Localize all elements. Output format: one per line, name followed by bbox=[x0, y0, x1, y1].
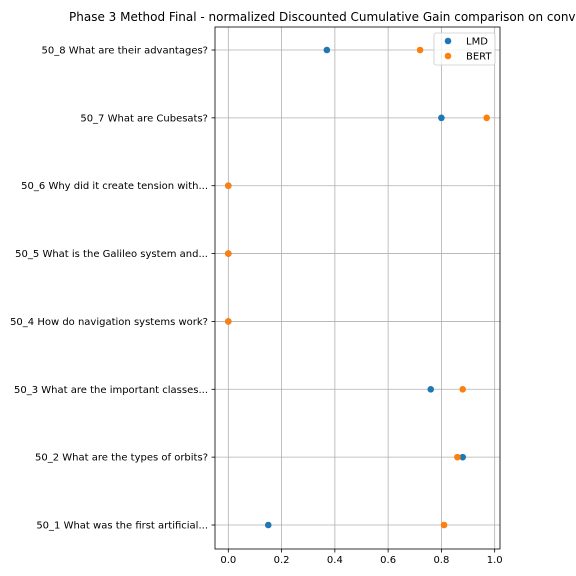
data-point-bert bbox=[440, 521, 448, 529]
x-tick-label: 0.4 bbox=[327, 555, 343, 566]
legend-marker-lmd bbox=[444, 37, 452, 45]
data-point-bert bbox=[454, 453, 461, 461]
x-tick-label: 1.0 bbox=[487, 555, 503, 566]
data-point-lmd bbox=[323, 46, 331, 54]
x-tick-label: 0.6 bbox=[380, 555, 396, 566]
y-tick-label: 50_8 What are their advantages? bbox=[42, 46, 208, 57]
legend: LMD BERT bbox=[433, 32, 496, 66]
legend-label-bert: BERT bbox=[466, 52, 492, 63]
x-tick-label: 0.2 bbox=[274, 555, 290, 566]
y-tick-label: 50_4 How do navigation systems work? bbox=[10, 317, 208, 328]
data-point-lmd bbox=[459, 453, 467, 461]
data-point-lmd bbox=[438, 114, 445, 122]
legend-marker-bert bbox=[444, 52, 452, 60]
y-axis-ticks: 50_8 What are their advantages? 50_7 What… bbox=[10, 46, 215, 532]
y-tick-label: 50_6 Why did it create tension with... bbox=[21, 181, 208, 192]
x-axis-ticks: 0.0 0.2 0.4 0.6 0.8 1.0 bbox=[220, 549, 503, 566]
x-tick-label: 0.8 bbox=[433, 555, 449, 566]
data-point-lmd bbox=[264, 521, 272, 529]
grid-lines bbox=[215, 27, 500, 549]
data-point-bert bbox=[483, 114, 490, 122]
y-tick-label: 50_5 What is the Galileo system and... bbox=[15, 249, 208, 260]
data-point-bert bbox=[459, 385, 467, 393]
y-tick-label: 50_7 What are Cubesats? bbox=[80, 113, 208, 124]
data-point-bert bbox=[225, 250, 232, 257]
y-tick-label: 50_3 What are the important classes... bbox=[14, 385, 208, 396]
data-point-bert bbox=[225, 318, 232, 325]
y-tick-label: 50_2 What are the types of orbits? bbox=[35, 453, 208, 464]
chart-title: Phase 3 Method Final - normalized Discou… bbox=[69, 10, 576, 24]
plot-frame bbox=[214, 26, 501, 550]
data-points bbox=[225, 46, 490, 529]
x-tick-label: 0.0 bbox=[220, 555, 236, 566]
legend-label-lmd: LMD bbox=[466, 37, 488, 48]
data-point-bert bbox=[416, 46, 424, 54]
y-tick-label: 50_1 What was the first artificial... bbox=[36, 521, 208, 532]
data-point-lmd bbox=[427, 385, 435, 393]
data-point-bert bbox=[225, 182, 232, 190]
